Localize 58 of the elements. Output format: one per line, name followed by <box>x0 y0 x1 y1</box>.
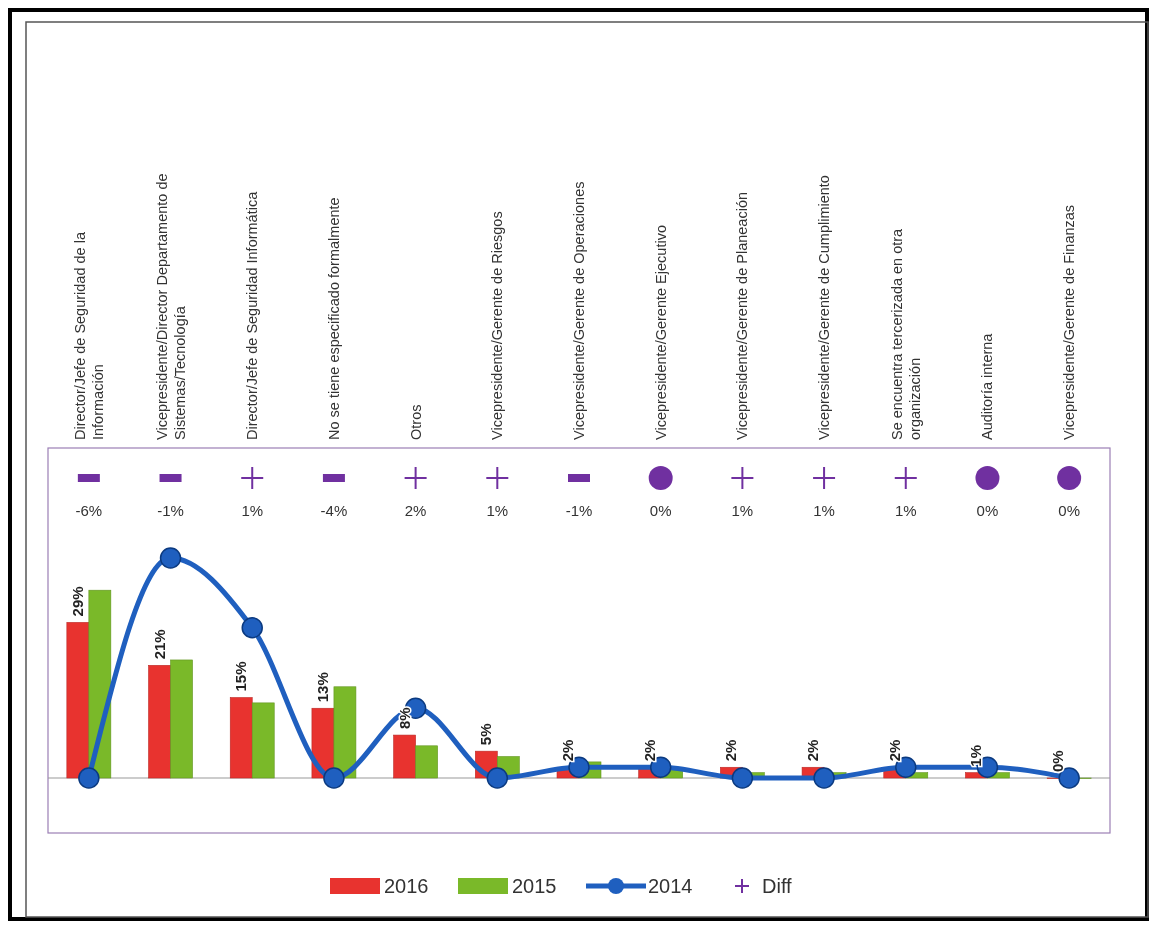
point <box>731 767 754 789</box>
data-label: 2% <box>885 739 903 762</box>
legend-label: 2015 <box>512 875 557 897</box>
point <box>323 767 345 789</box>
text: 1% <box>813 502 835 519</box>
data-label: 2% <box>804 739 822 762</box>
text: Diff <box>762 875 793 897</box>
x-tick-label: Vicepresidente/Gerente de Finanzas <box>1061 204 1078 440</box>
text: -1% <box>157 502 184 519</box>
text: 0% <box>976 502 999 519</box>
text: 1% <box>241 502 264 519</box>
x-tick-label: Vicepresidente/Gerente de Planeación <box>734 191 751 440</box>
text: 0% <box>649 502 672 519</box>
data-label: 15% <box>232 661 250 692</box>
x-tick-label: Vicepresidente/Gerente de Riesgos <box>489 211 506 440</box>
text: 2% <box>404 502 427 519</box>
data-label: 2% <box>640 739 658 762</box>
text: 0% <box>1058 502 1080 519</box>
text: 1% <box>486 502 509 519</box>
legend-label: 2016 <box>384 875 429 897</box>
legend-label: 2014 <box>648 875 693 897</box>
bar <box>415 745 438 779</box>
point <box>78 767 100 789</box>
text: -6% <box>75 502 103 519</box>
point <box>486 767 509 789</box>
x-tick-label: Vicepresidente/Director Departamento de Sistemas/Tecnología <box>153 173 188 440</box>
x-tick-label: Auditoría interna <box>979 332 996 440</box>
bar <box>393 734 416 779</box>
x-tick-label: Otros <box>407 404 424 440</box>
x-tick-label: No se tiene especificado formalmente <box>325 197 342 440</box>
point <box>159 547 182 569</box>
bar <box>170 659 193 779</box>
bar <box>251 702 275 779</box>
data-label: 5% <box>477 723 495 746</box>
data-label: 29% <box>68 586 86 617</box>
text: -1% <box>565 502 593 519</box>
x-tick-label: Director/Jefe de Seguridad de la Información <box>71 231 106 440</box>
data-label: 8% <box>395 707 413 730</box>
x-tick-label: Se encuentra tercerizada en otra organización <box>888 227 923 440</box>
bar <box>148 665 171 779</box>
data-label: 2% <box>559 739 576 762</box>
x-tick-label: Director/Jefe de Seguridad Informática <box>244 190 261 440</box>
text: -4% <box>320 502 348 519</box>
data-label: 21% <box>150 629 168 660</box>
data-label: 13% <box>313 672 331 703</box>
bar <box>333 686 357 779</box>
data-label: 0% <box>1049 750 1067 772</box>
text: 1% <box>894 502 917 519</box>
x-tick-label: Vicepresidente/Gerente de Cumplimiento <box>816 175 833 440</box>
data-label: 2% <box>722 739 740 762</box>
point <box>813 767 835 789</box>
x-tick-label: Vicepresidente/Gerente de Operaciones <box>571 181 587 440</box>
point <box>241 617 263 639</box>
bar <box>66 622 90 779</box>
x-tick-label: Vicepresidente/Gerente Ejecutivo <box>652 225 669 440</box>
data-label: 1% <box>967 744 985 767</box>
bar <box>229 697 253 779</box>
text: 1% <box>731 502 754 519</box>
